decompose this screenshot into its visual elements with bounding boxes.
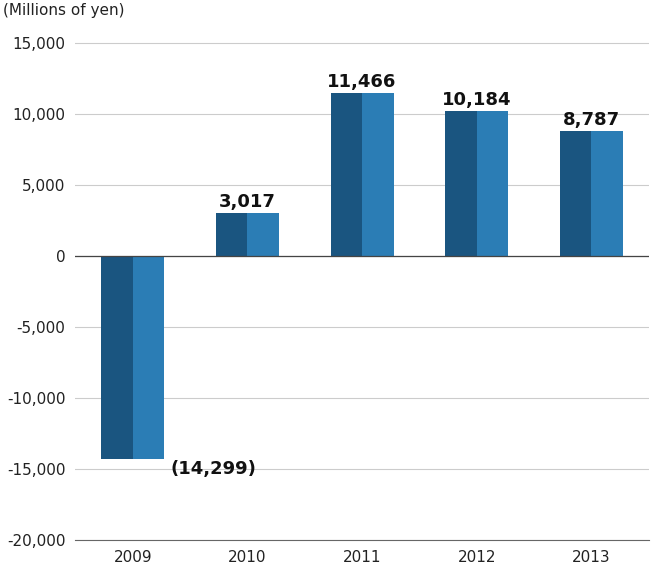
Bar xyxy=(477,111,508,256)
Text: (14,299): (14,299) xyxy=(170,460,256,478)
Bar xyxy=(331,93,362,256)
Bar xyxy=(592,131,623,256)
Text: (Millions of yen): (Millions of yen) xyxy=(3,3,125,18)
Bar xyxy=(216,213,247,256)
Bar xyxy=(560,131,592,256)
Bar xyxy=(247,213,279,256)
Text: 3,017: 3,017 xyxy=(219,193,276,211)
Bar xyxy=(362,93,394,256)
Text: 11,466: 11,466 xyxy=(327,73,397,90)
Bar xyxy=(101,256,133,459)
Bar xyxy=(133,256,164,459)
Text: 8,787: 8,787 xyxy=(563,111,620,129)
Bar xyxy=(445,111,477,256)
Text: 10,184: 10,184 xyxy=(442,91,512,109)
